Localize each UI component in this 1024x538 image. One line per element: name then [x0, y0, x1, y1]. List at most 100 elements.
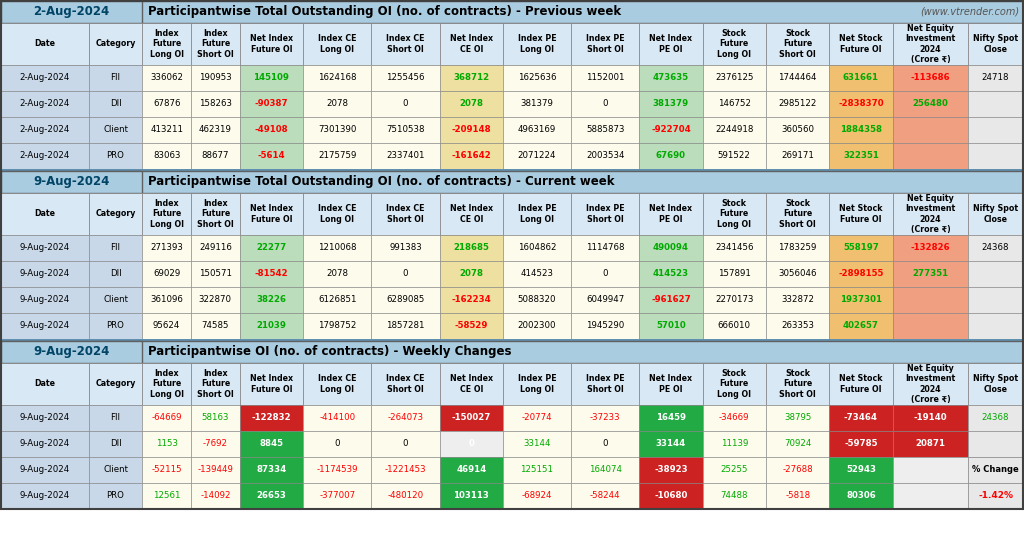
Text: 1945290: 1945290 — [586, 322, 625, 330]
Text: 57010: 57010 — [656, 322, 686, 330]
Bar — [503, 313, 571, 339]
Bar — [439, 235, 503, 261]
Text: -1221453: -1221453 — [385, 465, 426, 475]
Bar — [142, 363, 191, 405]
Bar — [191, 457, 240, 483]
Bar — [89, 143, 142, 169]
Bar — [303, 143, 372, 169]
Text: 2-Aug-2024: 2-Aug-2024 — [19, 152, 70, 160]
Bar — [1, 1, 142, 23]
Bar — [240, 483, 303, 509]
Text: Net Equity
Investment
2024
(Crore ₹): Net Equity Investment 2024 (Crore ₹) — [905, 194, 955, 234]
Text: Nifty Spot
Close: Nifty Spot Close — [973, 204, 1018, 224]
Text: 462319: 462319 — [199, 125, 231, 134]
Text: Client: Client — [103, 295, 128, 305]
Bar — [89, 457, 142, 483]
Bar — [142, 91, 191, 117]
Bar — [968, 23, 1023, 65]
Text: 87334: 87334 — [256, 465, 287, 475]
Bar — [191, 117, 240, 143]
Bar — [766, 193, 829, 235]
Bar — [240, 193, 303, 235]
Text: 7510538: 7510538 — [386, 125, 425, 134]
Text: 5088320: 5088320 — [518, 295, 556, 305]
Text: Index CE
Short OI: Index CE Short OI — [386, 374, 425, 394]
Text: 2078: 2078 — [327, 100, 348, 109]
Text: 1857281: 1857281 — [386, 322, 425, 330]
Text: Stock
Future
Short OI: Stock Future Short OI — [779, 369, 816, 399]
Bar — [829, 457, 893, 483]
Text: Participantwise Total Outstanding OI (no. of contracts) - Previous week: Participantwise Total Outstanding OI (no… — [148, 5, 622, 18]
Bar — [639, 405, 702, 431]
Bar — [639, 287, 702, 313]
Bar — [1, 405, 89, 431]
Text: Net Index
CE OI: Net Index CE OI — [450, 204, 493, 224]
Text: 360560: 360560 — [781, 125, 814, 134]
Text: 69029: 69029 — [153, 270, 180, 279]
Bar — [702, 193, 766, 235]
Text: 24368: 24368 — [982, 414, 1010, 422]
Text: FII: FII — [111, 74, 121, 82]
Text: Stock
Future
Short OI: Stock Future Short OI — [779, 29, 816, 59]
Text: 95624: 95624 — [153, 322, 180, 330]
Bar — [191, 65, 240, 91]
Bar — [1, 193, 89, 235]
Text: Net Index
CE OI: Net Index CE OI — [450, 34, 493, 54]
Bar — [829, 193, 893, 235]
Bar — [766, 65, 829, 91]
Text: Net Index
PE OI: Net Index PE OI — [649, 374, 692, 394]
Bar — [571, 287, 639, 313]
Text: Client: Client — [103, 125, 128, 134]
Text: Index PE
Short OI: Index PE Short OI — [586, 204, 625, 224]
Text: 1937301: 1937301 — [840, 295, 882, 305]
Bar — [240, 431, 303, 457]
Bar — [893, 117, 968, 143]
Text: 9-Aug-2024: 9-Aug-2024 — [19, 244, 70, 252]
Bar — [1, 483, 89, 509]
Text: -64669: -64669 — [152, 414, 182, 422]
Bar — [303, 235, 372, 261]
Bar — [372, 313, 439, 339]
Text: 2071224: 2071224 — [518, 152, 556, 160]
Bar — [571, 235, 639, 261]
Bar — [89, 235, 142, 261]
Text: DII: DII — [110, 440, 121, 449]
Bar — [503, 405, 571, 431]
Text: Stock
Future
Long OI: Stock Future Long OI — [717, 369, 752, 399]
Bar — [702, 483, 766, 509]
Bar — [1, 65, 89, 91]
Text: Index
Future
Short OI: Index Future Short OI — [197, 369, 233, 399]
Text: 16459: 16459 — [656, 414, 686, 422]
Bar — [829, 235, 893, 261]
Bar — [766, 405, 829, 431]
Text: Net Index
PE OI: Net Index PE OI — [649, 204, 692, 224]
Text: 0: 0 — [468, 440, 474, 449]
Text: Stock
Future
Long OI: Stock Future Long OI — [717, 199, 752, 229]
Text: 322870: 322870 — [199, 295, 231, 305]
Bar — [439, 65, 503, 91]
Bar — [893, 261, 968, 287]
Text: 490094: 490094 — [653, 244, 689, 252]
Text: Net Index
Future OI: Net Index Future OI — [250, 34, 293, 54]
Bar — [968, 235, 1023, 261]
Bar — [1, 117, 89, 143]
Bar — [829, 405, 893, 431]
Bar — [968, 431, 1023, 457]
Text: 1744464: 1744464 — [778, 74, 817, 82]
Text: 1624168: 1624168 — [317, 74, 356, 82]
Text: 256480: 256480 — [912, 100, 948, 109]
Bar — [372, 193, 439, 235]
Bar — [503, 117, 571, 143]
Bar — [372, 235, 439, 261]
Text: 12561: 12561 — [153, 492, 180, 500]
Bar — [439, 117, 503, 143]
Bar — [968, 261, 1023, 287]
Bar — [571, 91, 639, 117]
Bar — [829, 287, 893, 313]
Bar — [191, 483, 240, 509]
Text: 9-Aug-2024: 9-Aug-2024 — [19, 295, 70, 305]
Bar — [702, 313, 766, 339]
Text: 3056046: 3056046 — [778, 270, 817, 279]
Bar — [89, 193, 142, 235]
Text: -5614: -5614 — [258, 152, 286, 160]
